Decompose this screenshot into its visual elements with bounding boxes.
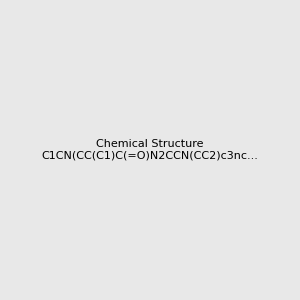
Text: Chemical Structure
C1CN(CC(C1)C(=O)N2CCN(CC2)c3nc...: Chemical Structure C1CN(CC(C1)C(=O)N2CCN…: [42, 139, 258, 161]
